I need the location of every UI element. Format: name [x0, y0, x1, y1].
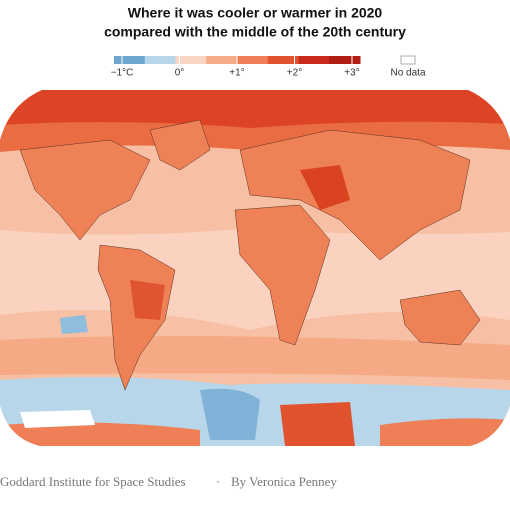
legend-tick-label: 0°: [175, 68, 185, 79]
title-line: compared with the middle of the 20th cen…: [104, 24, 406, 40]
credit-source: Goddard Institute for Space Studies: [0, 474, 186, 489]
credit-author: By Veronica Penney: [231, 474, 337, 489]
legend-tick-label: −1°C: [111, 68, 134, 79]
legend-swatch: [206, 56, 238, 64]
legend-swatch: [298, 56, 330, 64]
credit-separator: ·: [216, 474, 220, 489]
no-data-label: No data: [390, 68, 425, 79]
legend-tick-label: +2°: [287, 68, 302, 79]
legend-swatch: [237, 56, 269, 64]
legend: −1°C 0° +1° +2° +3°: [111, 56, 361, 79]
legend-swatch: [114, 56, 146, 64]
legend-tick-label: +1°: [229, 68, 244, 79]
legend-swatch: [329, 56, 361, 64]
no-data-swatch: [400, 55, 416, 65]
legend-swatch: [175, 56, 207, 64]
legend-swatch: [144, 56, 176, 64]
title-line: Where it was cooler or warmer in 2020: [128, 5, 383, 21]
world-map: [0, 90, 510, 446]
legend-tick-label: +3°: [344, 68, 359, 79]
legend-swatch: [267, 56, 299, 64]
